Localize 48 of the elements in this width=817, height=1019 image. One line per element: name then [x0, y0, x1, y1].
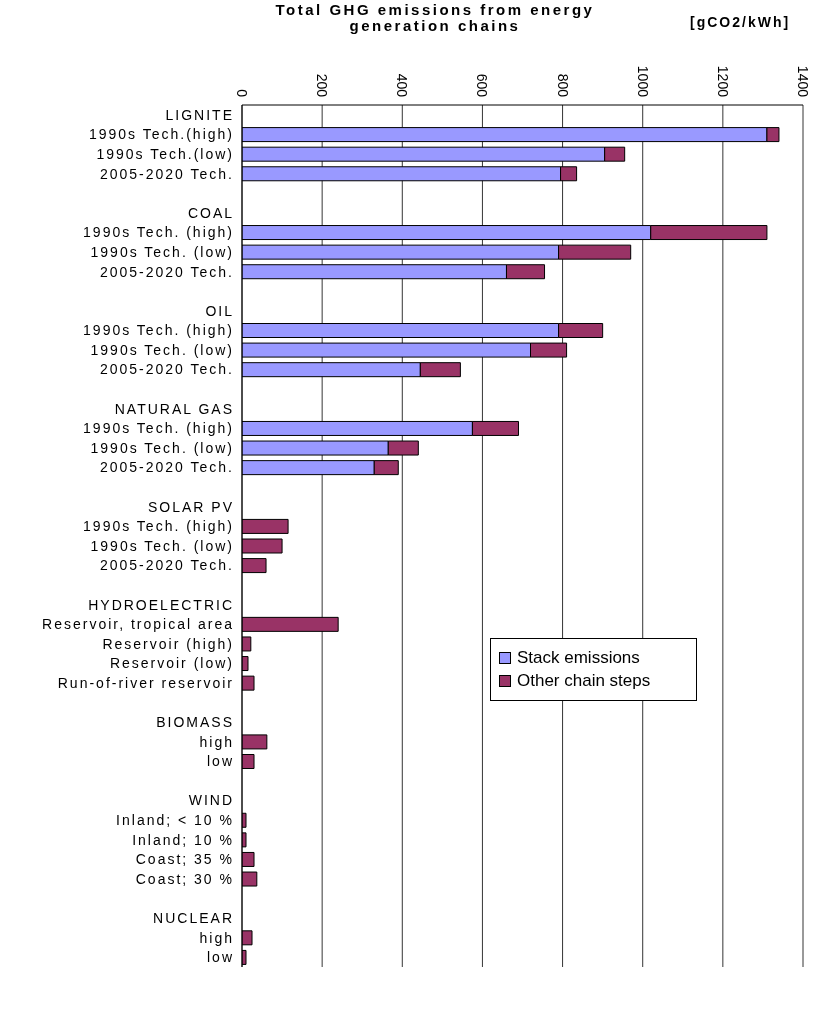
x-tick-label: 800 — [554, 73, 571, 98]
y-tick-label: SOLAR PV — [147, 498, 234, 515]
y-tick-label: LIGNITE — [165, 106, 234, 123]
y-tick-label: COAL — [187, 204, 234, 221]
x-tick-label: 600 — [474, 73, 491, 98]
chart-title: Total GHG emissions from energy generation chains — [274, 1, 596, 34]
x-tick-label: 1400 — [795, 65, 811, 98]
y-tick-label: 2005-2020 Tech. — [99, 459, 234, 476]
x-tick-label: 1200 — [714, 65, 731, 98]
y-tick-label: high — [199, 929, 234, 946]
y-tick-label: Run-of-river reservoir — [57, 674, 234, 691]
y-tick-label: 1990s Tech. (high) — [83, 322, 234, 339]
x-tick-label: 400 — [394, 73, 411, 98]
y-tick-label: 2005-2020 Tech. — [99, 557, 234, 574]
y-tick-label: NUCLEAR — [153, 910, 234, 927]
y-tick-label: 1990s Tech. (high) — [83, 518, 234, 535]
x-tick-label: 200 — [314, 73, 331, 98]
x-tick-label: 0 — [234, 89, 250, 98]
y-tick-label: Inland; 10 % — [132, 831, 234, 848]
y-tick-label: Reservoir (high) — [102, 635, 234, 652]
y-tick-label: 1990s Tech. (low) — [90, 341, 234, 358]
y-tick-label: 1990s Tech. (high) — [83, 420, 234, 437]
y-tick-label: OIL — [205, 302, 234, 319]
y-tick-label: 2005-2020 Tech. — [99, 165, 234, 182]
y-tick-label: Reservoir (low) — [109, 655, 234, 672]
legend-label: Other chain steps — [517, 671, 651, 691]
x-axis-title: [gCO2/kWh] — [690, 14, 791, 30]
y-tick-label: Inland; < 10 % — [116, 812, 234, 829]
y-tick-label: 2005-2020 Tech. — [99, 361, 234, 378]
y-tick-label: low — [206, 949, 234, 966]
y-tick-label: 2005-2020 Tech. — [99, 263, 234, 280]
y-tick-label: low — [206, 753, 234, 770]
y-tick-label: HYDROELECTRIC — [88, 596, 234, 613]
y-tick-label: Coast; 35 % — [135, 851, 234, 868]
y-tick-label: 1990s Tech. (low) — [90, 243, 234, 260]
y-tick-label: Reservoir, tropical area — [42, 616, 234, 633]
y-tick-label: BIOMASS — [156, 714, 234, 731]
y-tick-label: 1990s Tech. (high) — [83, 224, 234, 241]
y-tick-label: WIND — [188, 792, 234, 809]
y-tick-label: 1990s Tech. (low) — [90, 537, 234, 554]
y-tick-label: 1990s Tech.(low) — [96, 145, 234, 162]
y-tick-label: NATURAL GAS — [114, 400, 234, 417]
x-tick-label: 1000 — [634, 65, 651, 98]
y-tick-label: Coast; 30 % — [135, 870, 234, 887]
y-tick-label: 1990s Tech. (low) — [90, 439, 234, 456]
legend-label: Stack emissions — [517, 648, 640, 668]
y-tick-label: 1990s Tech.(high) — [88, 126, 234, 143]
y-tick-label: high — [199, 733, 234, 750]
